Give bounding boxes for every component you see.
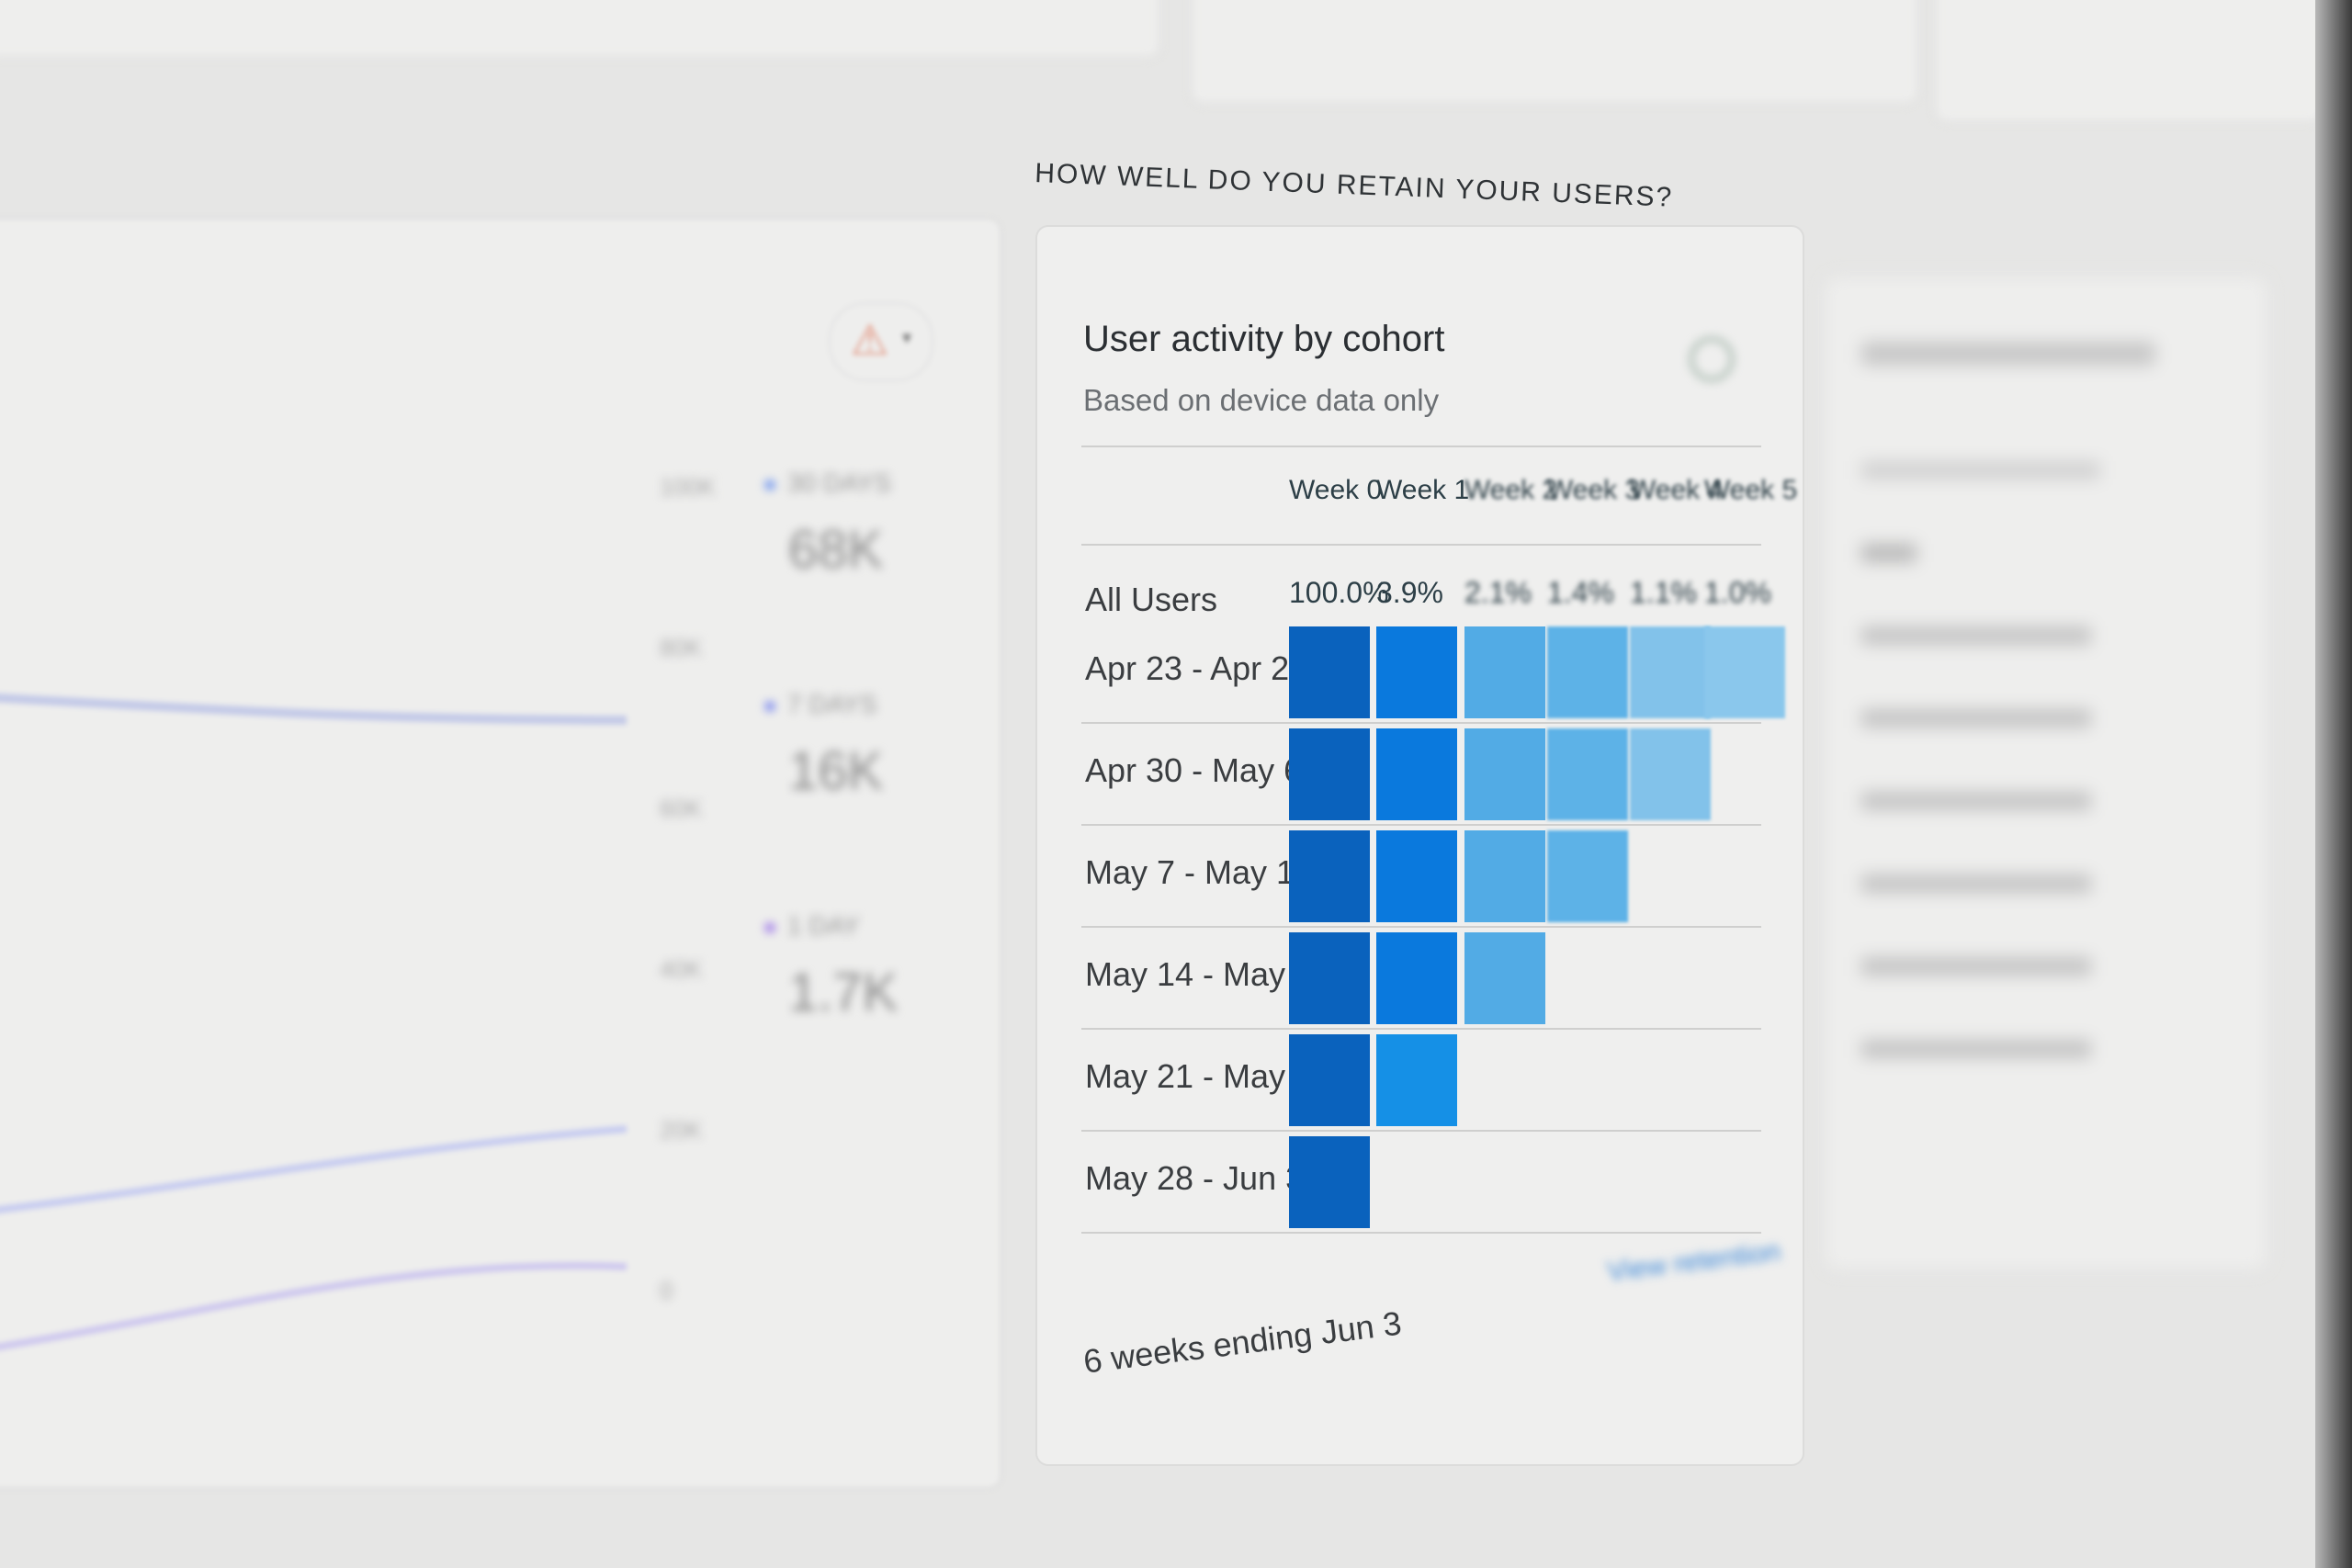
- heatmap-cell[interactable]: [1547, 728, 1628, 820]
- y-tick: 40K: [660, 955, 703, 983]
- summary-value: 100.0%: [1289, 576, 1389, 609]
- chevron-down-icon: ▾: [902, 328, 912, 348]
- summary-divider: [1081, 544, 1761, 546]
- card-subtitle: Based on device data only: [1083, 383, 1440, 417]
- heatmap-cell[interactable]: [1289, 932, 1370, 1024]
- legend-item: 7 DAYS: [765, 690, 877, 719]
- heatmap-cell[interactable]: [1376, 830, 1457, 922]
- line-7-days: [0, 1125, 628, 1213]
- column-header: Week 2: [1464, 475, 1558, 505]
- column-header: Week 0: [1289, 475, 1383, 505]
- heatmap-cell[interactable]: [1547, 830, 1628, 922]
- line-30-days: [0, 693, 628, 725]
- legend-label: 30 DAYS: [787, 468, 892, 497]
- view-retention-link[interactable]: View retention: [1605, 1235, 1782, 1288]
- y-tick: 100K: [660, 473, 716, 501]
- row-divider: [1081, 722, 1761, 724]
- legend-item: 1 DAY: [765, 911, 860, 941]
- right-card-line: [1861, 709, 2091, 728]
- right-card-title: [1861, 342, 2155, 366]
- y-tick: 0: [660, 1277, 673, 1304]
- cohort-row-label: Apr 30 - May 6: [1085, 751, 1303, 789]
- alert-button[interactable]: ⚠ ▾: [829, 302, 933, 381]
- cohort-card: User activity by cohort Based on device …: [1035, 225, 1804, 1466]
- column-header: Week 3: [1547, 475, 1641, 505]
- top-card-left: [0, 0, 1161, 59]
- summary-value: 3.9%: [1376, 576, 1443, 609]
- heatmap-cell[interactable]: [1464, 626, 1545, 718]
- heatmap-cell[interactable]: [1630, 626, 1711, 718]
- column-header: Week 4: [1630, 475, 1724, 505]
- heatmap-cell[interactable]: [1630, 728, 1711, 820]
- heatmap-cell[interactable]: [1289, 830, 1370, 922]
- y-tick: 20K: [660, 1116, 703, 1144]
- right-card-line: [1861, 544, 1917, 562]
- summary-value: 1.4%: [1547, 576, 1614, 609]
- row-divider: [1081, 926, 1761, 928]
- column-header: Week 5: [1704, 475, 1798, 505]
- row-divider: [1081, 824, 1761, 826]
- right-card: [1823, 276, 2269, 1271]
- y-tick: 60K: [660, 795, 703, 822]
- right-card-line: [1861, 461, 2100, 479]
- row-divider: [1081, 1130, 1761, 1132]
- heatmap-cell[interactable]: [1289, 626, 1370, 718]
- active-users-card: ⚠ ▾: [0, 218, 1001, 1489]
- legend-dot-icon: [765, 922, 775, 932]
- card-footer: 6 weeks ending Jun 3: [1081, 1303, 1404, 1381]
- heatmap-cell[interactable]: [1289, 1136, 1370, 1228]
- card-title: User activity by cohort: [1083, 319, 1445, 359]
- monitor-bezel: [2315, 0, 2352, 1568]
- summary-value: 1.1%: [1630, 576, 1697, 609]
- right-card-line: [1861, 792, 2091, 810]
- warning-icon: ⚠: [851, 316, 889, 364]
- right-card-line: [1861, 1040, 2091, 1058]
- right-card-line: [1861, 874, 2091, 893]
- heatmap-cell[interactable]: [1289, 728, 1370, 820]
- heatmap-cell[interactable]: [1464, 728, 1545, 820]
- cohort-row-label: May 7 - May 13: [1085, 853, 1314, 891]
- summary-row-label: All Users: [1085, 581, 1218, 618]
- header-divider: [1081, 446, 1761, 447]
- active-users-lines: [0, 693, 628, 1351]
- heatmap-cell[interactable]: [1464, 932, 1545, 1024]
- heatmap-cell[interactable]: [1376, 626, 1457, 718]
- summary-value: 1.0%: [1704, 576, 1771, 609]
- legend-dot-icon: [765, 701, 775, 711]
- section-heading: HOW WELL DO YOU RETAIN YOUR USERS?: [1034, 158, 1674, 213]
- legend-label: 1 DAY: [787, 911, 860, 940]
- heatmap-cell[interactable]: [1289, 1034, 1370, 1126]
- cohort-row-label: Apr 23 - Apr 29: [1085, 649, 1308, 687]
- legend-dot-icon: [765, 479, 775, 490]
- legend-item: 30 DAYS: [765, 468, 891, 498]
- heatmap-cell[interactable]: [1376, 1034, 1457, 1126]
- heatmap-cell[interactable]: [1704, 626, 1785, 718]
- top-card-right: [1934, 0, 2324, 123]
- heatmap-cell[interactable]: [1376, 932, 1457, 1024]
- insights-icon[interactable]: [1690, 337, 1734, 381]
- summary-value: 2.1%: [1464, 576, 1532, 609]
- right-card-line: [1861, 626, 2091, 645]
- line-1-day: [0, 1261, 628, 1351]
- y-tick: 80K: [660, 634, 703, 661]
- cohort-row-label: May 28 - Jun 3: [1085, 1159, 1305, 1197]
- heatmap-cell[interactable]: [1464, 830, 1545, 922]
- legend-value: 68K: [788, 520, 884, 580]
- top-card-middle: [1190, 0, 1919, 105]
- legend-label: 7 DAYS: [787, 690, 877, 718]
- right-card-line: [1861, 957, 2091, 976]
- heatmap-cell[interactable]: [1547, 626, 1628, 718]
- column-header: Week 1: [1376, 475, 1470, 505]
- legend-value: 16K: [788, 741, 884, 801]
- row-divider: [1081, 1028, 1761, 1030]
- row-divider: [1081, 1232, 1761, 1234]
- heatmap-cell[interactable]: [1376, 728, 1457, 820]
- legend-value: 1.7K: [788, 963, 899, 1022]
